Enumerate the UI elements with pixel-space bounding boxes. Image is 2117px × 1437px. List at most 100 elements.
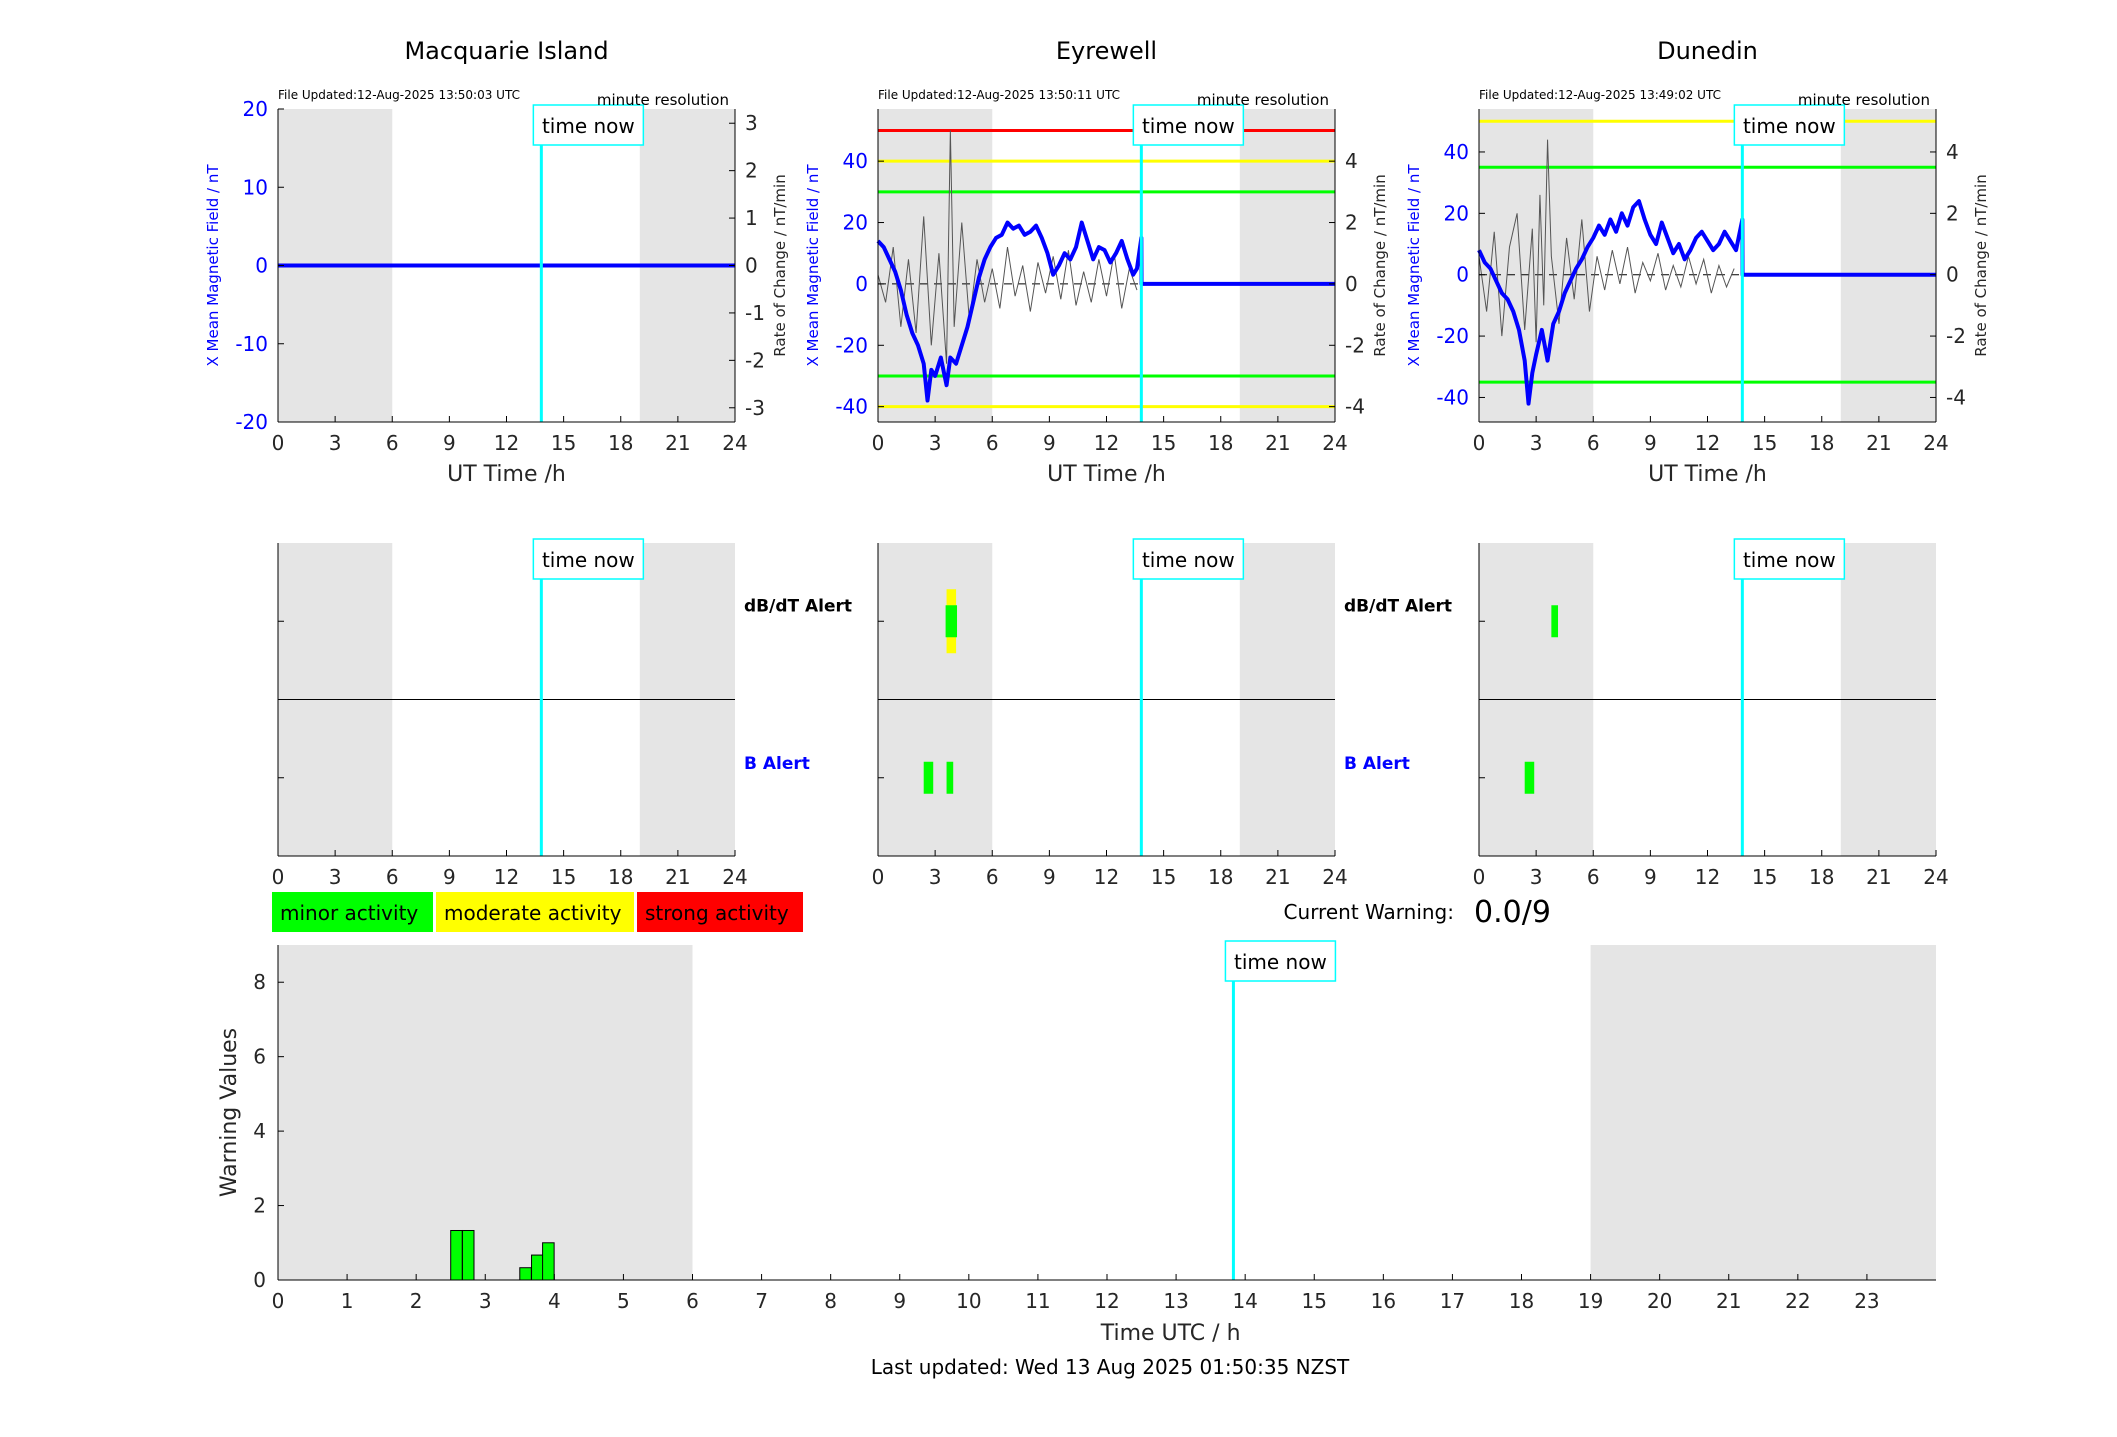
x-tick-label: 17 xyxy=(1440,1289,1465,1313)
x-tick-label: 6 xyxy=(386,865,399,889)
x-tick-label: 7 xyxy=(755,1289,768,1313)
x-tick-label: 21 xyxy=(1866,431,1891,455)
x-tick-label: 4 xyxy=(548,1289,561,1313)
y-left-tick-label: 0 xyxy=(855,272,868,296)
x-tick-label: 3 xyxy=(329,431,342,455)
x-tick-label: 6 xyxy=(986,865,999,889)
y-right-tick-label: 0 xyxy=(745,254,758,278)
y-right-tick-label: -1 xyxy=(745,301,765,325)
warning-bar xyxy=(519,1267,532,1281)
x-tick-label: 13 xyxy=(1163,1289,1188,1313)
resolution-text: minute resolution xyxy=(1197,91,1329,109)
b-alert-bar xyxy=(923,761,934,794)
time-now-label: time now xyxy=(1142,114,1235,138)
x-tick-label: 6 xyxy=(986,431,999,455)
x-tick-label: 3 xyxy=(929,431,942,455)
y-left-tick-label: -40 xyxy=(1436,385,1469,409)
time-now-box xyxy=(1733,538,1846,580)
x-tick-label: 9 xyxy=(893,1289,906,1313)
time-now-box xyxy=(1132,538,1245,580)
y-left-tick-label: 20 xyxy=(243,97,268,121)
legend-label: moderate activity xyxy=(444,901,622,925)
chart-title: Macquarie Island xyxy=(404,37,608,65)
y-left-axis-label: X Mean Magnetic Field / nT xyxy=(204,164,222,367)
y-left-tick-label: 0 xyxy=(1456,263,1469,287)
y-right-tick-label: -2 xyxy=(1345,333,1365,357)
x-tick-label: 9 xyxy=(1644,431,1657,455)
y-left-tick-label: 40 xyxy=(1444,140,1469,164)
x-tick-label: 0 xyxy=(272,1289,285,1313)
night-shading xyxy=(278,945,693,1280)
time-now-box xyxy=(532,104,645,146)
x-tick-label: 18 xyxy=(1208,865,1233,889)
x-tick-label: 9 xyxy=(1043,431,1056,455)
y-right-tick-label: -2 xyxy=(745,348,765,372)
x-tick-label: 21 xyxy=(1265,865,1290,889)
b-alert-bar xyxy=(946,761,954,794)
dbdt-alert-bar xyxy=(945,605,958,638)
x-tick-label: 21 xyxy=(1716,1289,1741,1313)
x-axis-label: UT Time /h xyxy=(447,462,566,487)
x-tick-label: 0 xyxy=(1473,431,1486,455)
x-tick-label: 3 xyxy=(1530,865,1543,889)
y-tick-label: 4 xyxy=(253,1119,266,1143)
x-tick-label: 11 xyxy=(1025,1289,1050,1313)
x-tick-label: 18 xyxy=(608,431,633,455)
y-tick-label: 8 xyxy=(253,970,266,994)
x-tick-label: 6 xyxy=(386,431,399,455)
night-shading xyxy=(1840,109,1936,422)
x-tick-label: 12 xyxy=(1094,431,1119,455)
x-tick-label: 6 xyxy=(1587,865,1600,889)
current-warning-value: 0.0/9 xyxy=(1474,895,1551,930)
y-left-tick-label: -40 xyxy=(835,395,868,419)
x-tick-label: 3 xyxy=(329,865,342,889)
x-tick-label: 12 xyxy=(494,431,519,455)
x-tick-label: 6 xyxy=(1587,431,1600,455)
x-tick-label: 21 xyxy=(1265,431,1290,455)
magnetic-field-series xyxy=(1477,199,1936,406)
time-now-label: time now xyxy=(542,548,635,572)
file-updated-text: File Updated:12-Aug-2025 13:49:02 UTC xyxy=(1479,88,1721,102)
legend-swatch xyxy=(637,892,803,932)
rate-of-change-series xyxy=(877,130,1138,364)
last-updated-text: Last updated: Wed 13 Aug 2025 01:50:35 N… xyxy=(871,1355,1350,1379)
y-left-tick-label: 0 xyxy=(255,254,268,278)
x-axis-label: UT Time /h xyxy=(1648,462,1767,487)
y-left-tick-label: -10 xyxy=(235,332,268,356)
y-left-axis-label: X Mean Magnetic Field / nT xyxy=(1405,164,1423,367)
x-tick-label: 1 xyxy=(341,1289,354,1313)
x-tick-label: 3 xyxy=(929,865,942,889)
resolution-text: minute resolution xyxy=(597,91,729,109)
y-right-tick-label: 4 xyxy=(1345,149,1358,173)
b-alert-bar xyxy=(1524,761,1535,794)
b-alert-label: B Alert xyxy=(744,754,810,774)
y-left-tick-label: -20 xyxy=(835,333,868,357)
legend-swatch xyxy=(272,892,433,932)
x-tick-label: 8 xyxy=(824,1289,837,1313)
y-tick-label: 0 xyxy=(253,1268,266,1292)
x-tick-label: 15 xyxy=(551,865,576,889)
x-tick-label: 15 xyxy=(1752,431,1777,455)
time-now-label: time now xyxy=(542,114,635,138)
x-tick-label: 5 xyxy=(617,1289,630,1313)
x-tick-label: 15 xyxy=(1151,431,1176,455)
x-tick-label: 0 xyxy=(872,431,885,455)
y-left-tick-label: 40 xyxy=(843,149,868,173)
current-warning-label: Current Warning: xyxy=(1284,900,1454,924)
y-right-tick-label: 2 xyxy=(745,159,758,183)
y-right-axis-label: Rate of Change / nT/min xyxy=(771,174,789,356)
x-tick-label: 24 xyxy=(1322,431,1347,455)
warning-bar xyxy=(531,1254,544,1281)
activity-legend: minor activity moderate activity strong ac… xyxy=(272,892,803,932)
y-right-tick-label: -4 xyxy=(1946,385,1966,409)
y-right-tick-label: 2 xyxy=(1345,211,1358,235)
y-right-tick-label: -2 xyxy=(1946,324,1966,348)
y-right-tick-label: -3 xyxy=(745,396,765,420)
time-now-label: time now xyxy=(1743,114,1836,138)
y-left-tick-label: 20 xyxy=(1444,201,1469,225)
time-now-box xyxy=(1132,104,1245,146)
x-tick-label: 0 xyxy=(1473,865,1486,889)
y-right-tick-label: 4 xyxy=(1946,140,1959,164)
